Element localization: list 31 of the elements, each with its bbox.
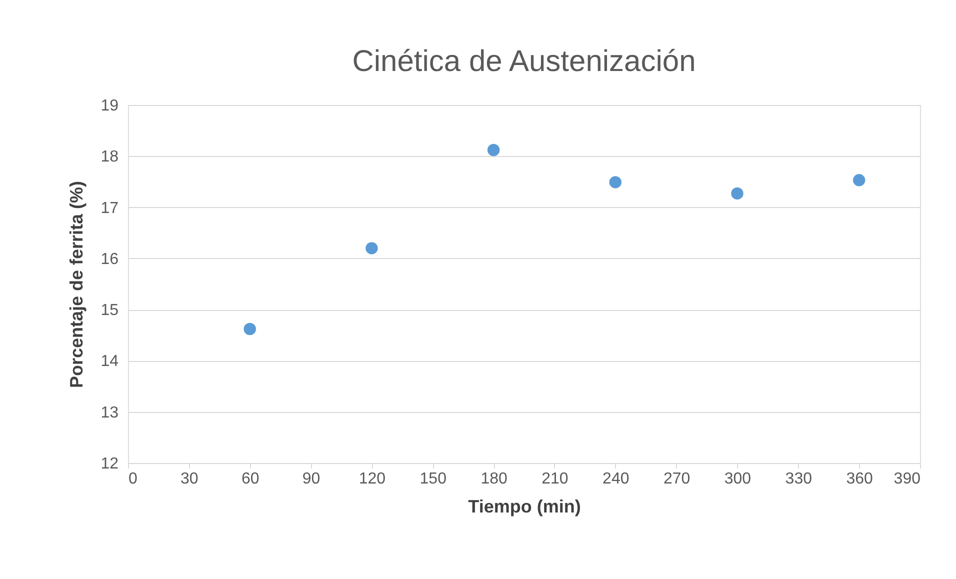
x-tick-label: 330 xyxy=(785,470,812,488)
point xyxy=(244,322,256,336)
x-tick-label: 270 xyxy=(663,470,690,488)
x-tick-label: 30 xyxy=(180,470,198,488)
x-tick-label: 120 xyxy=(358,470,386,488)
x-tick-label: 90 xyxy=(302,470,320,488)
x-tick-label: 180 xyxy=(480,470,508,488)
y-tick-label: 19 xyxy=(100,98,119,114)
y-tick-label: 14 xyxy=(100,353,119,370)
point xyxy=(852,174,866,186)
y-tick-label: 17 xyxy=(100,200,119,217)
x-tick-label: 0 xyxy=(128,470,138,488)
x-tick-label: 210 xyxy=(542,470,568,488)
x-tick-label: 150 xyxy=(420,470,447,488)
x-tick-label: 60 xyxy=(241,470,260,488)
y-axis-title: Porcentaje de ferrita (%) xyxy=(66,180,87,388)
y-tick-label: 16 xyxy=(100,250,119,268)
y-tick-label: 12 xyxy=(100,456,119,472)
chart-title: Cinética de Austenización xyxy=(352,45,696,78)
point xyxy=(366,242,378,254)
point xyxy=(609,176,622,188)
y-tick-label: 18 xyxy=(100,148,119,166)
x-tick-label: 300 xyxy=(724,470,752,488)
x-axis-title: Tiempo (min) xyxy=(468,496,581,516)
y-tick-label: 13 xyxy=(100,404,119,422)
point xyxy=(731,187,744,200)
point xyxy=(487,144,500,156)
x-tick-label: 360 xyxy=(846,470,874,488)
x-tick-label: 390 xyxy=(894,470,921,488)
y-tick-label: 15 xyxy=(100,302,119,320)
x-tick-label: 240 xyxy=(602,470,630,488)
